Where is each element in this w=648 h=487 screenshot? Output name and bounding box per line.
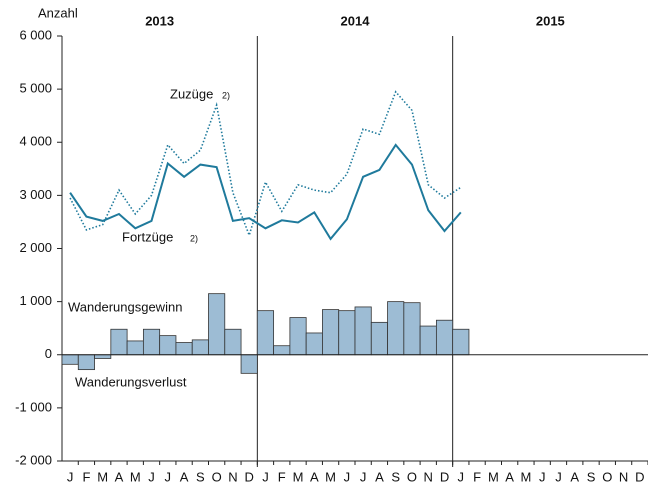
bar: [126, 340, 144, 356]
x-tick-label: J: [67, 469, 74, 484]
x-tick-label: M: [293, 469, 304, 484]
bar: [435, 319, 454, 356]
x-tick-label: A: [180, 469, 189, 484]
series-label: Zuzüge: [170, 86, 213, 101]
x-tick-label: S: [196, 469, 205, 484]
x-tick-label: J: [344, 469, 351, 484]
bar: [387, 301, 405, 356]
y-tick-label: 4 000: [19, 134, 52, 149]
bar: [273, 345, 291, 356]
y-tick-label: 6 000: [19, 27, 52, 42]
bar: [208, 293, 226, 356]
x-tick-label: S: [391, 469, 400, 484]
bar: [419, 325, 437, 356]
series-label: Fortzüge: [122, 229, 173, 244]
x-tick-label: F: [82, 469, 90, 484]
bar: [354, 306, 372, 356]
x-tick-label: A: [115, 469, 124, 484]
x-tick-label: J: [458, 469, 465, 484]
bar: [289, 317, 307, 356]
y-tick-label: 0: [45, 346, 52, 361]
footnote-marker: 2): [190, 233, 198, 243]
y-axis-label: Anzahl: [38, 5, 78, 20]
bar: [370, 321, 388, 356]
x-tick-label: O: [212, 469, 222, 484]
bar: [61, 354, 79, 365]
year-label: 2014: [341, 13, 371, 28]
x-tick-label: J: [360, 469, 367, 484]
x-tick-label: A: [375, 469, 384, 484]
year-label: 2013: [145, 13, 174, 28]
series-label: Wanderungsverlust: [75, 374, 187, 389]
bar: [322, 309, 340, 356]
y-tick-label: -1 000: [15, 399, 52, 414]
footnote-marker: 2): [222, 90, 230, 100]
x-tick-label: D: [244, 469, 253, 484]
line: [69, 143, 462, 241]
x-tick-label: J: [165, 469, 172, 484]
x-tick-label: J: [262, 469, 269, 484]
bar: [175, 342, 193, 356]
y-tick-label: 1 000: [19, 293, 52, 308]
x-tick-label: A: [505, 469, 514, 484]
x-tick-label: D: [440, 469, 449, 484]
bar: [240, 354, 258, 374]
y-tick-label: 2 000: [19, 240, 52, 255]
bar: [403, 302, 421, 356]
y-tick-label: 5 000: [19, 81, 52, 96]
bar: [94, 354, 112, 359]
y-tick-label: 3 000: [19, 187, 52, 202]
x-tick-label: M: [325, 469, 336, 484]
bar: [159, 335, 177, 356]
x-tick-label: A: [570, 469, 579, 484]
x-tick-label: A: [310, 469, 319, 484]
x-tick-label: N: [228, 469, 237, 484]
bar: [191, 339, 209, 356]
bar: [77, 354, 95, 371]
x-tick-label: J: [148, 469, 155, 484]
bar: [142, 328, 161, 356]
x-tick-label: F: [278, 469, 286, 484]
y-tick-label: -2 000: [15, 452, 52, 467]
x-tick-label: M: [130, 469, 141, 484]
x-tick-label: S: [587, 469, 596, 484]
bar: [452, 328, 470, 356]
series-label: Wanderungsgewinn: [68, 299, 182, 314]
x-tick-label: O: [602, 469, 612, 484]
bar: [110, 328, 128, 356]
x-tick-label: F: [473, 469, 481, 484]
bar: [338, 310, 356, 356]
x-tick-label: M: [488, 469, 499, 484]
x-tick-label: O: [407, 469, 417, 484]
year-label: 2015: [536, 13, 565, 28]
x-tick-label: N: [619, 469, 628, 484]
bar: [256, 310, 275, 356]
x-tick-label: J: [539, 469, 546, 484]
x-tick-label: N: [424, 469, 433, 484]
bar: [305, 332, 323, 356]
x-tick-label: J: [555, 469, 562, 484]
bar: [224, 328, 242, 356]
x-tick-label: D: [635, 469, 644, 484]
line: [69, 90, 462, 238]
x-tick-label: M: [520, 469, 531, 484]
x-tick-label: M: [97, 469, 108, 484]
